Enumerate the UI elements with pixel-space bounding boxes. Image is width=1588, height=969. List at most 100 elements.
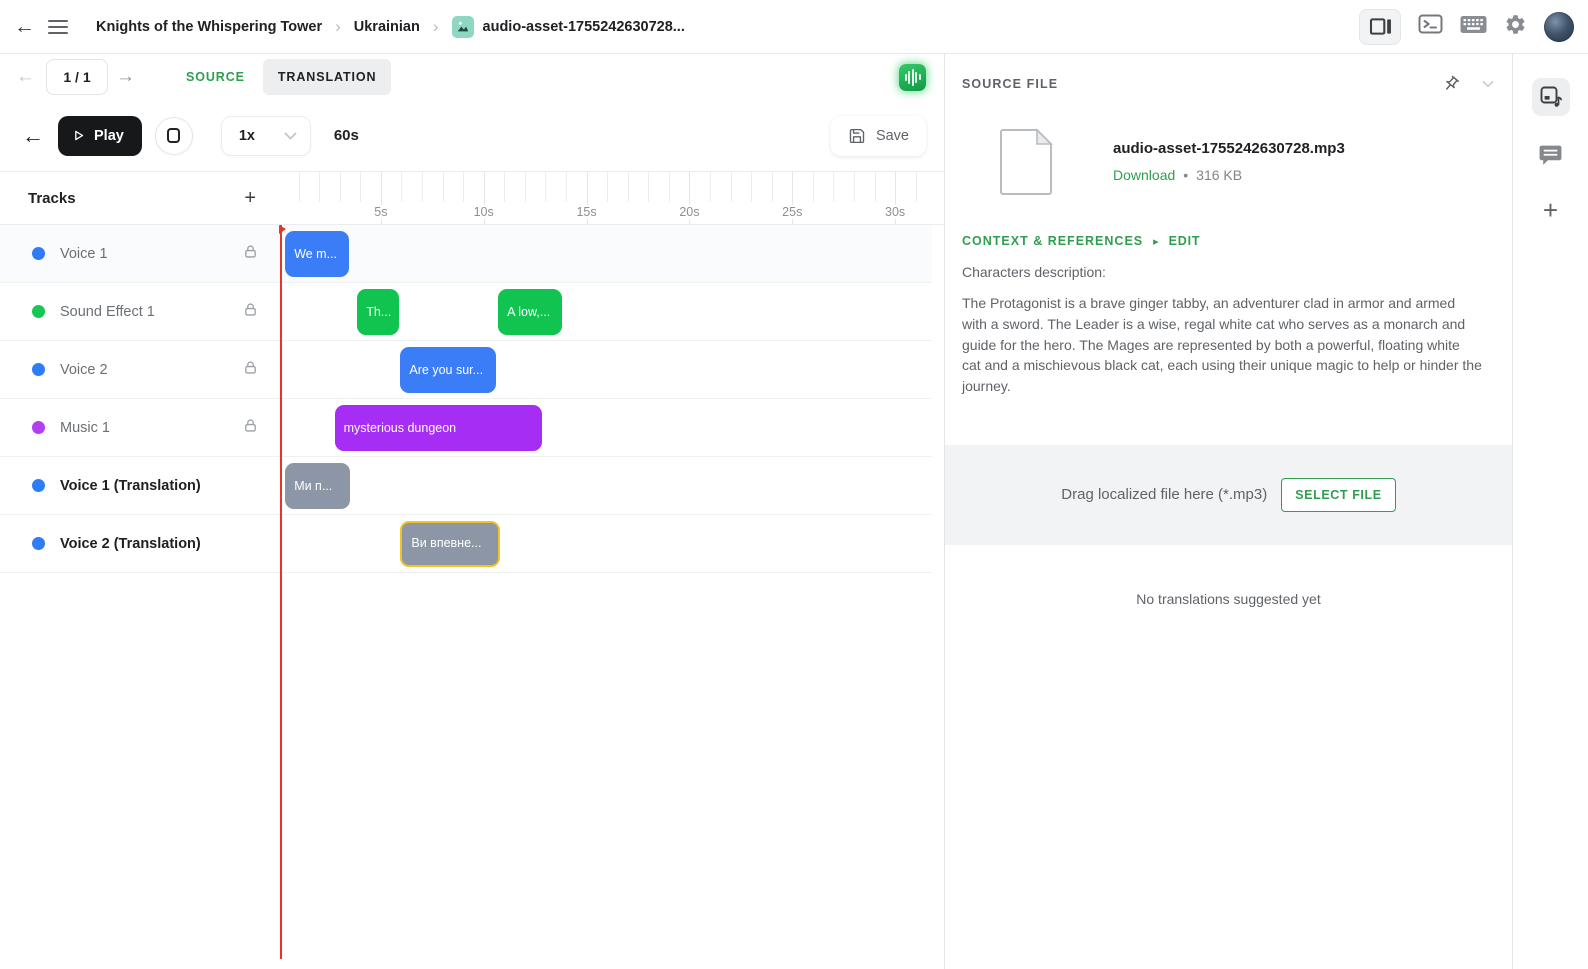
context-arrow-icon: ▸ [1153, 235, 1159, 248]
stop-button[interactable] [154, 116, 193, 155]
lock-icon[interactable] [243, 302, 258, 317]
track-name: Sound Effect 1 [60, 303, 155, 320]
ruler-tick [792, 172, 794, 224]
playback-speed-select[interactable]: 1x [220, 115, 311, 156]
timeline-clip[interactable]: Ви впевне... [400, 521, 501, 567]
audio-waveform-icon[interactable] [899, 63, 926, 91]
add-panel-button[interactable]: + [1542, 195, 1559, 225]
add-track-button[interactable]: + [244, 186, 256, 209]
chevron-right-icon: › [335, 16, 341, 36]
ruler-tick [401, 172, 403, 202]
tab-translation[interactable]: TRANSLATION [262, 59, 392, 95]
ruler-label: 15s [573, 205, 600, 219]
track-name: Voice 1 (Translation) [60, 477, 201, 494]
rewind-arrow-icon[interactable]: ← [22, 122, 44, 148]
ruler-tick [915, 172, 917, 202]
lock-icon[interactable] [243, 418, 258, 433]
timeline-lane[interactable] [278, 399, 932, 457]
timeline-lane[interactable] [278, 225, 932, 283]
file-document-icon [1000, 128, 1053, 195]
timeline-clip[interactable]: mysterious dungeon [334, 405, 543, 451]
play-icon [75, 130, 84, 141]
track-row[interactable]: Voice 2 (Translation) [0, 515, 278, 573]
characters-description-text: The Protagonist is a brave ginger tabby,… [962, 295, 1482, 395]
timeline-lane[interactable] [278, 457, 932, 515]
track-row[interactable]: Voice 2 [0, 341, 278, 399]
ruler-tick [483, 172, 485, 224]
user-avatar[interactable] [1544, 11, 1574, 42]
timeline-clip[interactable]: Th... [357, 289, 400, 335]
tab-source[interactable]: SOURCE [186, 70, 245, 84]
localized-file-dropzone[interactable]: Drag localized file here (*.mp3) SELECT … [945, 444, 1512, 545]
breadcrumb-language[interactable]: Ukrainian [353, 18, 420, 35]
select-file-button[interactable]: SELECT FILE [1281, 477, 1396, 512]
page-indicator: 1 / 1 [46, 59, 108, 95]
timeline-lane[interactable] [278, 341, 932, 399]
comment-icon [1539, 145, 1562, 165]
toggle-sidebar-button[interactable] [1359, 8, 1401, 45]
context-references-link[interactable]: CONTEXT & REFERENCES [962, 234, 1144, 248]
edit-context-button[interactable]: EDIT [1168, 234, 1201, 248]
track-row[interactable]: Voice 1 [0, 225, 278, 283]
track-row[interactable]: Sound Effect 1 [0, 283, 278, 341]
ruler-tick [627, 172, 629, 202]
panel-title: SOURCE FILE [962, 77, 1059, 91]
stop-icon [167, 128, 181, 143]
play-button[interactable]: Play [58, 115, 142, 156]
track-color-dot [32, 363, 45, 376]
download-link[interactable]: Download [1113, 167, 1176, 183]
keyboard-icon[interactable] [1460, 15, 1487, 39]
timeline-clip[interactable]: Are you sur... [400, 347, 497, 393]
ruler-tick [751, 172, 753, 202]
empty-translations-message: No translations suggested yet [1136, 590, 1321, 607]
ruler-tick [442, 172, 444, 202]
hamburger-menu-icon[interactable] [48, 19, 84, 35]
ruler-label: 5s [371, 205, 391, 219]
ruler-tick [380, 172, 382, 224]
track-list: Voice 1 Sound Effect 1 Voice 2 Music 1 Voice… [0, 225, 278, 573]
timeline-lane[interactable] [278, 515, 932, 573]
ruler-tick [298, 172, 300, 202]
breadcrumb-asset[interactable]: audio-asset-1755242630728... [482, 18, 685, 35]
ruler-tick [545, 172, 547, 202]
playhead[interactable] [279, 225, 286, 959]
settings-gear-icon[interactable] [1504, 13, 1527, 41]
ruler-tick [771, 172, 773, 202]
meta-separator: • [1183, 167, 1189, 183]
timeline-clip[interactable]: Ми п... [285, 463, 350, 509]
track-name: Voice 1 [60, 245, 108, 262]
prev-page-arrow-icon[interactable]: ← [16, 66, 35, 87]
chevron-right-icon: › [432, 16, 439, 36]
track-color-dot [32, 479, 45, 492]
timeline-clip[interactable]: A low,... [498, 289, 562, 335]
comments-panel-button[interactable] [1538, 144, 1563, 167]
collapse-chevron-icon[interactable] [1482, 80, 1494, 88]
track-name: Voice 2 [60, 361, 108, 378]
ruler-tick [421, 172, 423, 202]
track-row[interactable]: Music 1 [0, 399, 278, 457]
pin-icon[interactable] [1438, 71, 1463, 96]
source-file-panel: SOURCE FILE audio-asset-1755242630728.mp… [945, 54, 1512, 969]
asset-thumbnail-icon [451, 15, 474, 38]
terminal-icon[interactable] [1418, 13, 1443, 40]
breadcrumb-project[interactable]: Knights of the Whispering Tower [96, 18, 323, 35]
editor-pane: ← 1 / 1 → SOURCE TRANSLATION ← Play 1x 6… [0, 54, 945, 969]
ruler-tick [504, 172, 506, 202]
track-row[interactable]: Voice 1 (Translation) [0, 457, 278, 515]
audio-asset-panel-button[interactable] [1531, 78, 1570, 116]
timeline-canvas[interactable]: 5s 10s 15s 20s 25s 30s We m... Th... A low,... A… [278, 172, 944, 969]
tracks-title: Tracks [28, 189, 76, 207]
ruler-label: 20s [676, 205, 703, 219]
save-button[interactable]: Save [830, 115, 926, 156]
next-page-arrow-icon[interactable]: → [116, 66, 135, 87]
lock-icon[interactable] [243, 244, 258, 259]
right-icon-strip: + [1512, 54, 1588, 969]
chevron-down-icon [284, 132, 297, 140]
back-arrow-icon[interactable]: ← [14, 14, 35, 38]
timeline-lane[interactable] [278, 283, 932, 341]
timeline-clip[interactable]: We m... [285, 231, 349, 277]
lock-icon[interactable] [243, 360, 258, 375]
dropzone-hint: Drag localized file here (*.mp3) [1061, 486, 1268, 504]
ruler-tick [689, 172, 691, 224]
ruler-tick [524, 172, 526, 202]
